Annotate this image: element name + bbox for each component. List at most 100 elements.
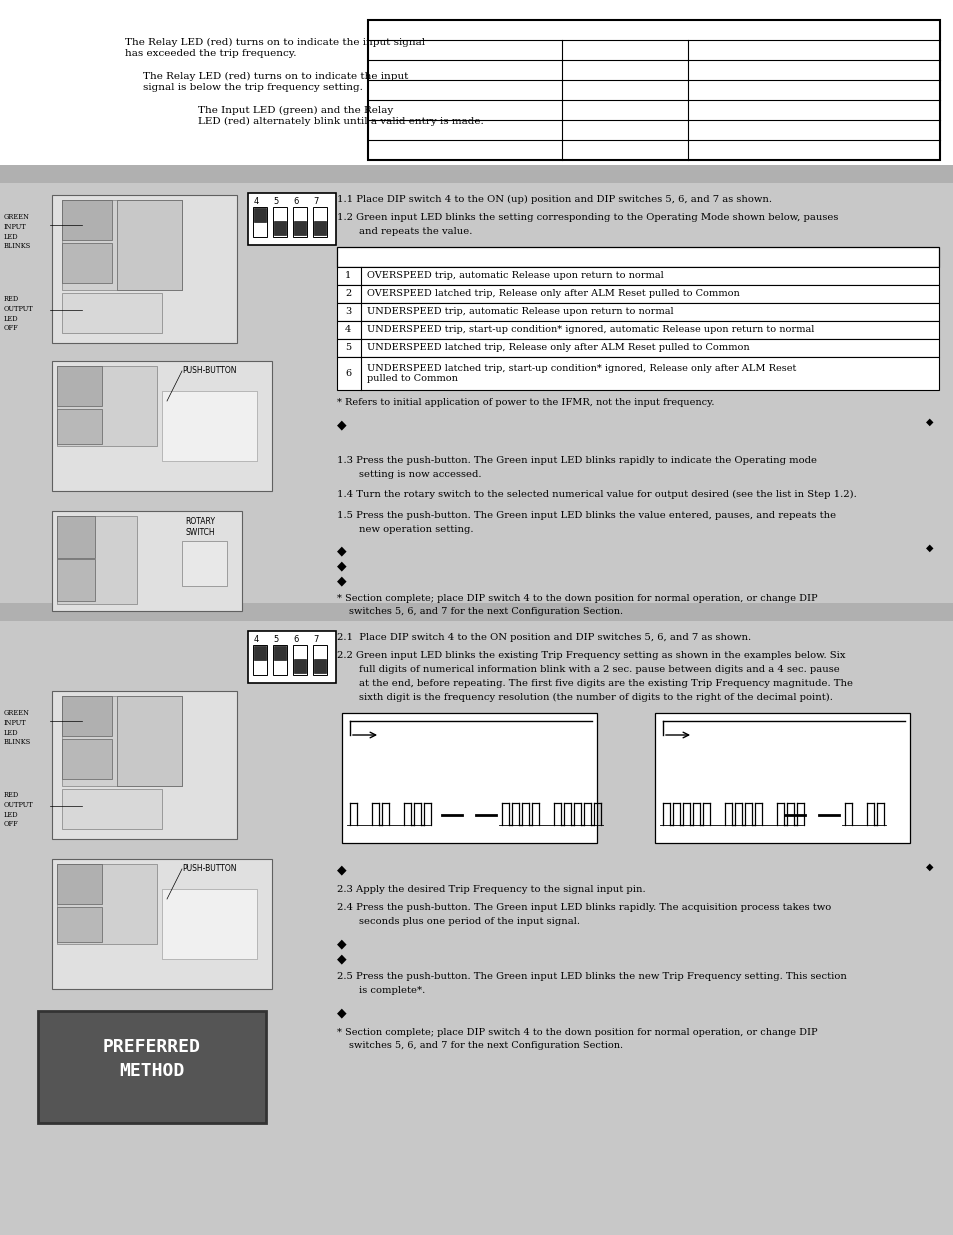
Bar: [57, 366, 157, 446]
Bar: [162, 391, 256, 461]
Bar: [38, 1011, 266, 1123]
Bar: [0, 183, 953, 603]
Bar: [57, 366, 102, 406]
Bar: [0, 603, 953, 621]
Text: 1.3 Press the push-button. The Green input LED blinks rapidly to indicate the Op: 1.3 Press the push-button. The Green inp…: [336, 456, 816, 466]
Text: 2.3 Apply the desired Trip Frequency to the signal input pin.: 2.3 Apply the desired Trip Frequency to …: [336, 885, 645, 894]
Text: is complete*.: is complete*.: [358, 986, 425, 995]
Bar: [0, 165, 953, 183]
Bar: [336, 267, 938, 285]
Bar: [294, 659, 306, 673]
Bar: [57, 906, 102, 942]
Bar: [368, 20, 939, 161]
Text: 4: 4: [345, 326, 351, 335]
Bar: [62, 789, 162, 829]
Bar: [273, 645, 287, 676]
Bar: [117, 697, 182, 785]
Bar: [273, 207, 287, 237]
Bar: [57, 409, 102, 445]
Bar: [57, 516, 137, 604]
Bar: [62, 697, 182, 785]
Bar: [294, 221, 306, 235]
Text: 4: 4: [253, 635, 258, 643]
Text: UNDERSPEED latched trip, start-up condition* ignored, Release only after ALM Res: UNDERSPEED latched trip, start-up condit…: [367, 363, 796, 383]
Bar: [314, 659, 326, 673]
Text: UNDERSPEED latched trip, Release only after ALM Reset pulled to Common: UNDERSPEED latched trip, Release only af…: [367, 343, 749, 352]
Text: 6: 6: [345, 369, 351, 378]
Text: PUSH-BUTTON: PUSH-BUTTON: [182, 864, 236, 873]
Bar: [52, 511, 242, 611]
Bar: [336, 247, 938, 267]
Text: 2.5 Press the push-button. The Green input LED blinks the new Trip Frequency set: 2.5 Press the push-button. The Green inp…: [336, 972, 846, 981]
Text: PUSH-BUTTON: PUSH-BUTTON: [182, 366, 236, 375]
Bar: [182, 541, 227, 585]
Text: seconds plus one period of the input signal.: seconds plus one period of the input sig…: [358, 918, 579, 926]
Bar: [0, 621, 953, 1235]
Text: RED
OUTPUT
LED
OFF: RED OUTPUT LED OFF: [4, 295, 33, 332]
Text: 5: 5: [274, 635, 278, 643]
Text: switches 5, 6, and 7 for the next Configuration Section.: switches 5, 6, and 7 for the next Config…: [349, 1041, 622, 1050]
Text: 1.5 Press the push-button. The Green input LED blinks the value entered, pauses,: 1.5 Press the push-button. The Green inp…: [336, 511, 835, 520]
Bar: [0, 0, 953, 165]
Text: ◆: ◆: [925, 417, 933, 427]
Text: ◆: ◆: [336, 417, 346, 431]
Bar: [253, 207, 266, 222]
Bar: [52, 195, 236, 343]
Bar: [57, 864, 102, 904]
Bar: [336, 357, 938, 390]
Text: at the end, before repeating. The first five digits are the existing Trip Freque: at the end, before repeating. The first …: [358, 679, 852, 688]
Text: 3: 3: [345, 308, 351, 316]
Bar: [248, 631, 335, 683]
Bar: [336, 285, 938, 303]
Text: switches 5, 6, and 7 for the next Configuration Section.: switches 5, 6, and 7 for the next Config…: [349, 606, 622, 616]
Bar: [117, 200, 182, 290]
Text: 4: 4: [253, 198, 258, 206]
Text: new operation setting.: new operation setting.: [358, 525, 473, 534]
Bar: [293, 645, 307, 676]
Bar: [336, 338, 938, 357]
Bar: [341, 713, 597, 844]
Text: sixth digit is the frequency resolution (the number of digits to the right of th: sixth digit is the frequency resolution …: [358, 693, 832, 703]
Text: ◆: ◆: [925, 543, 933, 553]
Text: 2.1  Place DIP switch 4 to the ON position and DIP switches 5, 6, and 7 as shown: 2.1 Place DIP switch 4 to the ON positio…: [336, 634, 750, 642]
Bar: [62, 200, 112, 240]
Bar: [253, 646, 266, 659]
Bar: [336, 321, 938, 338]
Bar: [52, 361, 272, 492]
Text: ◆: ◆: [336, 543, 346, 557]
Bar: [62, 243, 112, 283]
Bar: [57, 864, 157, 944]
Text: ◆: ◆: [336, 863, 346, 876]
Bar: [62, 200, 182, 290]
Text: 1.1 Place DIP switch 4 to the ON (up) position and DIP switches 5, 6, and 7 as s: 1.1 Place DIP switch 4 to the ON (up) po…: [336, 195, 771, 204]
Text: and repeats the value.: and repeats the value.: [358, 227, 472, 236]
Text: ◆: ◆: [336, 937, 346, 950]
Bar: [253, 645, 267, 676]
Bar: [313, 207, 327, 237]
Text: ◆: ◆: [336, 559, 346, 572]
Bar: [336, 303, 938, 321]
Text: 1.2 Green input LED blinks the setting corresponding to the Operating Mode shown: 1.2 Green input LED blinks the setting c…: [336, 212, 838, 222]
Text: 6: 6: [293, 635, 298, 643]
Text: GREEN
INPUT
LED
BLINKS: GREEN INPUT LED BLINKS: [4, 709, 31, 746]
Text: 1.4 Turn the rotary switch to the selected numerical value for output desired (s: 1.4 Turn the rotary switch to the select…: [336, 490, 856, 499]
Text: 7: 7: [313, 635, 318, 643]
Text: full digits of numerical information blink with a 2 sec. pause between digits an: full digits of numerical information bli…: [358, 664, 839, 674]
Bar: [655, 713, 909, 844]
Bar: [57, 516, 95, 558]
Text: 7: 7: [313, 198, 318, 206]
Text: 2.4 Press the push-button. The Green input LED blinks rapidly. The acquisition p: 2.4 Press the push-button. The Green inp…: [336, 903, 830, 911]
Text: ◆: ◆: [925, 863, 933, 872]
Text: The Relay LED (red) turns on to indicate the input
signal is below the trip freq: The Relay LED (red) turns on to indicate…: [143, 72, 408, 93]
Text: 5: 5: [345, 343, 351, 352]
Text: ◆: ◆: [336, 1007, 346, 1019]
Bar: [62, 697, 112, 736]
Text: 2.2 Green input LED blinks the existing Trip Frequency setting as shown in the e: 2.2 Green input LED blinks the existing …: [336, 651, 844, 659]
Text: 5: 5: [274, 198, 278, 206]
Bar: [162, 889, 256, 960]
Bar: [274, 646, 286, 659]
Text: ◆: ◆: [336, 952, 346, 965]
Bar: [62, 739, 112, 779]
Text: setting is now accessed.: setting is now accessed.: [358, 471, 481, 479]
Text: ◆: ◆: [336, 574, 346, 587]
